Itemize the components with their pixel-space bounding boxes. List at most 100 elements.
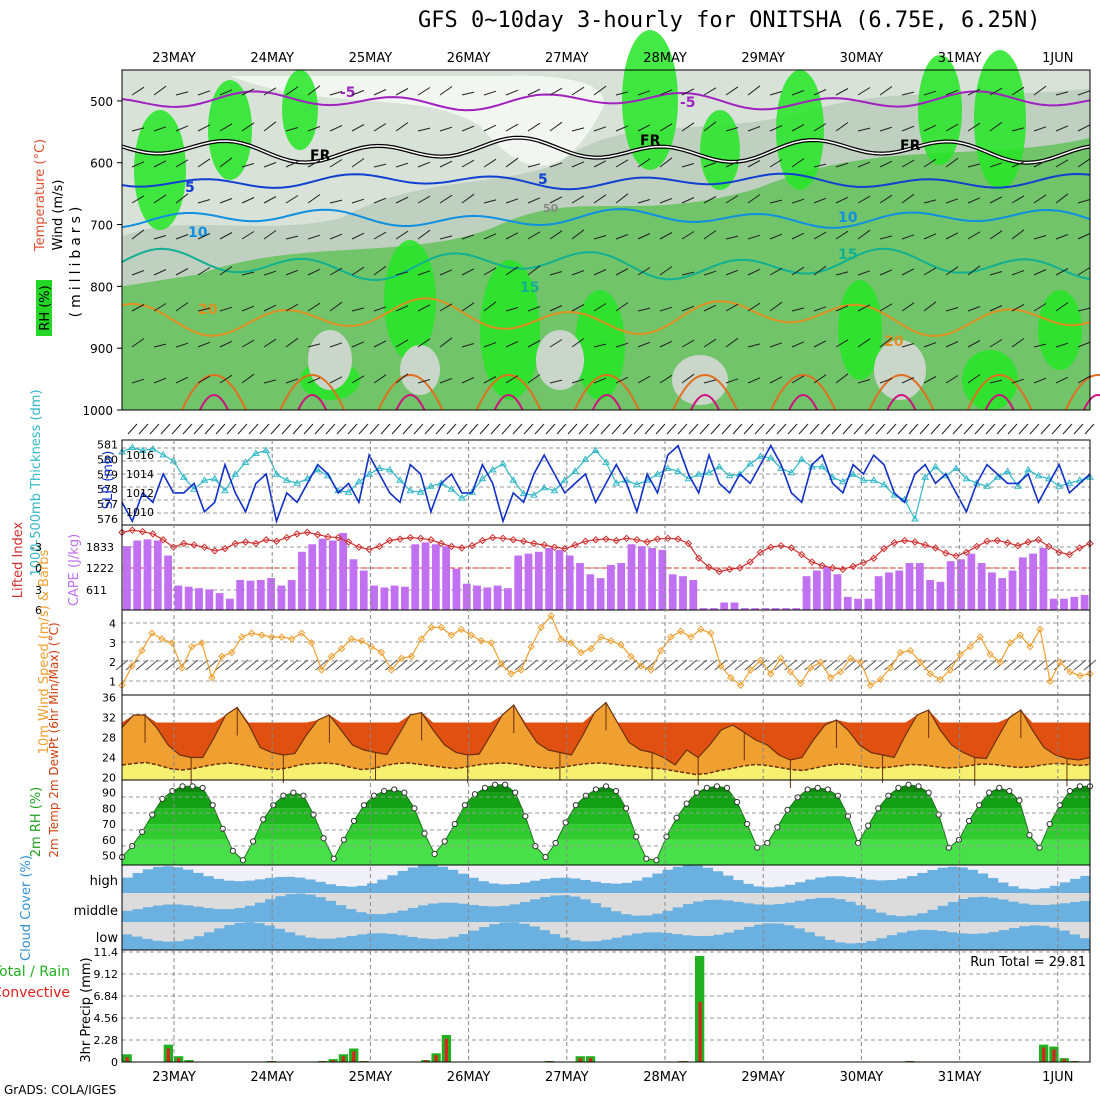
cloud-cell: [325, 922, 337, 939]
isotherm-line: [121, 247, 1091, 282]
wind-barb-10m: [195, 659, 209, 671]
thickness-marker: [859, 476, 868, 483]
lifted-index-series: [118, 526, 1094, 576]
cloud-cell: [692, 922, 704, 937]
wind-speed-marker: [856, 658, 865, 666]
wind-barb-10m: [285, 659, 298, 671]
lifted-index-marker: [519, 537, 528, 545]
wind-barb: [747, 268, 761, 276]
cloud-cell: [631, 893, 643, 916]
rh-marker: [350, 817, 358, 825]
cloud-cell: [1028, 865, 1040, 890]
wind-barb: [307, 377, 321, 384]
cloud-cell: [621, 893, 632, 915]
ytick-label: 500: [90, 95, 113, 109]
wind-speed-marker: [1076, 671, 1084, 680]
isotherm-line: [121, 208, 1091, 229]
ylabel-precip: 3hr Precip (mm): [79, 957, 94, 1062]
wind-barb-10m: [574, 659, 588, 671]
wind-speed-marker: [457, 625, 466, 634]
wind-barb: [219, 123, 233, 132]
cloud-cell: [814, 893, 826, 898]
wind-barb-surface: [1018, 423, 1029, 435]
wind-barb: [637, 199, 651, 204]
wind-barb: [659, 374, 673, 384]
wind-barb: [263, 230, 277, 240]
cloud-cell: [845, 865, 857, 878]
thickness-marker: [581, 455, 590, 462]
wind-speed-marker: [208, 673, 216, 682]
cloud-cell: [386, 922, 398, 934]
wind-barb: [945, 341, 959, 348]
cloud-cell: [356, 922, 368, 935]
cloud-cell: [183, 865, 194, 870]
rh-high-blob: [384, 240, 436, 360]
contour-label: 15: [520, 280, 539, 296]
rh-marker: [764, 839, 771, 847]
wind-barb: [637, 375, 651, 384]
wind-barb-10m: [844, 659, 857, 671]
cloud-cell: [437, 922, 449, 939]
cloud-cell: [295, 865, 306, 878]
lifted-index-marker: [921, 541, 929, 549]
wind-barb: [1077, 158, 1091, 168]
cloud-cell: [366, 865, 378, 884]
rh-marker: [451, 820, 458, 828]
wind-barb-surface: [446, 423, 457, 435]
wind-speed-marker: [667, 633, 675, 641]
wind-barb: [791, 90, 805, 96]
wind-barb: [967, 88, 981, 96]
cloud-cell: [468, 922, 480, 931]
wind-barb: [857, 161, 871, 168]
cloud-cell: [325, 865, 337, 885]
wind-barb-surface: [732, 423, 743, 435]
cape-bar: [328, 540, 337, 610]
wind-barb-surface: [941, 423, 952, 435]
wind-barb: [307, 160, 321, 168]
cloud-cell: [1018, 865, 1030, 889]
wind-barb: [329, 233, 343, 240]
wind-barb-surface: [952, 423, 963, 435]
wind-speed-series: [115, 612, 1097, 690]
wind-barb-10m: [894, 659, 907, 671]
wind-barb-10m: [684, 659, 698, 671]
wind-speed-marker: [567, 639, 575, 647]
cloud-cell: [213, 893, 225, 910]
rh-marker: [300, 792, 307, 799]
lifted-index-marker: [159, 536, 167, 544]
cape-bar: [946, 561, 955, 610]
cloud-cell: [244, 893, 255, 906]
wind-barb: [417, 127, 431, 132]
cloud-cell: [142, 865, 154, 870]
wind-barb: [945, 89, 959, 96]
page-title: GFS 0~10day 3-hourly for ONITSHA (6.75E,…: [418, 8, 1041, 33]
wind-barb: [637, 267, 651, 276]
wind-barb: [197, 199, 211, 204]
wind-barb-surface: [886, 423, 897, 435]
wind-speed-marker: [956, 650, 964, 659]
cape-bar: [823, 566, 832, 610]
wind-barb: [1033, 343, 1047, 348]
wind-speed-marker: [936, 675, 945, 684]
rh-marker: [1046, 820, 1053, 828]
wind-barb: [989, 271, 1003, 276]
rh-marker: [693, 789, 700, 796]
wind-barb: [747, 234, 761, 240]
wind-barb: [967, 122, 981, 132]
contour-label: 50: [543, 202, 559, 215]
ytick-label-wind: 4: [109, 618, 116, 631]
cape-bar: [607, 564, 615, 610]
wind-barb: [307, 85, 321, 96]
ylabel-rh: RH (%): [38, 285, 53, 330]
wind-barb: [747, 160, 761, 168]
wind-barb: [153, 235, 167, 240]
wind-speed-marker: [697, 625, 705, 634]
wind-barb-10m: [435, 659, 448, 671]
ytick-label-wind: 2: [109, 656, 116, 669]
lifted-index-marker: [962, 548, 971, 557]
wind-barb-surface: [226, 423, 237, 435]
wind-barb-10m: [395, 659, 408, 671]
cape-bar: [545, 548, 554, 610]
slp-line: [121, 444, 1091, 525]
wind-barb-surface: [611, 423, 622, 435]
